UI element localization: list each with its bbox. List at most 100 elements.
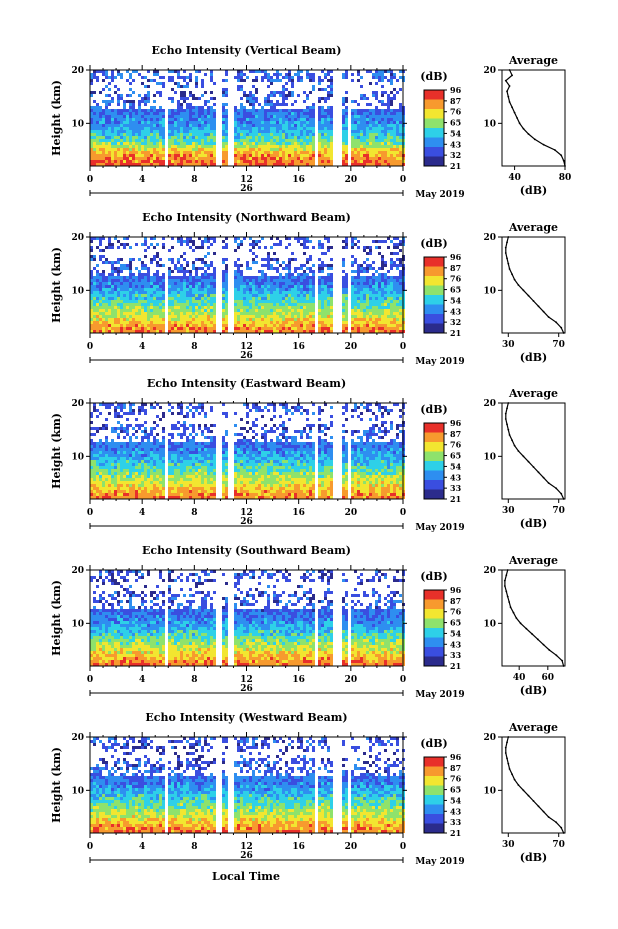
- colorbar-swatch: [424, 480, 444, 490]
- profile-y-tick-label: 10: [483, 786, 496, 796]
- average-profile: Average 20 10 40 60(dB): [483, 554, 566, 697]
- x-tick-label: 8: [191, 675, 197, 685]
- profile-xlabel: (dB): [520, 517, 547, 530]
- profile-point: [517, 784, 520, 786]
- colorbar-swatch: [424, 470, 444, 480]
- profile-point: [555, 487, 558, 490]
- colorbar-level: 76: [450, 107, 462, 117]
- colorbar-swatch: [424, 451, 444, 461]
- x-tick-label: 20: [345, 508, 358, 518]
- colorbar-swatch: [424, 637, 444, 647]
- x-tick-label: 4: [139, 675, 145, 685]
- colorbar-unit: (dB): [420, 70, 447, 83]
- x-tick-label: 12: [240, 508, 253, 518]
- profile-point: [536, 638, 539, 641]
- profile-point: [509, 606, 512, 609]
- profile-point: [507, 428, 510, 431]
- y-tick-label: 10: [71, 786, 84, 796]
- colorbar-swatch: [424, 156, 444, 166]
- profile-point: [547, 482, 550, 484]
- profile-point: [533, 138, 536, 141]
- x-tick-label: 12: [240, 842, 253, 852]
- profile-point: [506, 741, 508, 744]
- profile-x-tick-label: 30: [502, 840, 515, 850]
- x-tick-label: 8: [191, 508, 197, 518]
- colorbar-level: 65: [450, 118, 461, 128]
- y-tick-label: 20: [71, 733, 84, 743]
- heatmap: [90, 403, 405, 499]
- colorbar-swatch: [424, 295, 444, 305]
- x-tick-label: 0: [400, 175, 406, 185]
- average-profile: Average 20 10 40 80 (dB): [483, 54, 571, 197]
- colorbar-unit: (dB): [420, 403, 447, 416]
- profile-frame: [501, 569, 566, 667]
- profile-xlabel: (dB): [520, 351, 547, 364]
- month-label: May 2019: [415, 857, 464, 867]
- profile-point: [506, 407, 508, 410]
- profile-y-tick-label: 20: [483, 733, 496, 743]
- profile-point: [511, 273, 513, 276]
- colorbar-level: 87: [450, 763, 461, 773]
- profile-point: [542, 310, 545, 313]
- colorbar-swatch: [424, 128, 444, 138]
- profile-point: [560, 492, 563, 495]
- profile-point: [531, 633, 533, 635]
- x-tick-label: 0: [400, 842, 406, 852]
- x-tick-label: 16: [292, 342, 305, 352]
- average-profile: Average 20 10 30 70 (dB): [483, 387, 566, 530]
- profile-point: [504, 418, 507, 420]
- colorbar-level: 87: [450, 96, 461, 106]
- x-tick-label: 4: [139, 508, 145, 518]
- day-label: 26: [240, 851, 253, 861]
- profile-point: [555, 654, 558, 657]
- x-tick-label: 20: [345, 675, 358, 685]
- colorbar-swatch: [424, 656, 444, 666]
- profile-point: [505, 574, 508, 577]
- x-tick-label: 8: [191, 342, 197, 352]
- profile-point: [517, 284, 520, 286]
- profile-point: [542, 643, 545, 646]
- colorbar-level: 96: [450, 85, 462, 95]
- x-tick-label: 0: [87, 508, 93, 518]
- colorbar-level: 87: [450, 263, 461, 273]
- x-tick-label: 0: [400, 675, 406, 685]
- colorbar-level: 21: [450, 661, 461, 671]
- colorbar-level: 21: [450, 328, 461, 338]
- y-axis-label: Height (km): [50, 247, 63, 323]
- day-label: 26: [240, 517, 253, 527]
- profile-y-tick-label: 20: [483, 566, 496, 576]
- profile-xlabel: (dB): [520, 851, 547, 864]
- colorbar-level: 32: [450, 317, 461, 327]
- profile-frame: [501, 69, 566, 167]
- colorbar-frame: [423, 256, 445, 334]
- profile-point: [562, 832, 565, 834]
- profile-title: Average: [508, 387, 558, 400]
- panel-5: Echo Intensity (Westward Beam) Height (km…: [50, 711, 566, 867]
- y-axis-label: Height (km): [50, 413, 63, 489]
- colorbar-swatch: [424, 647, 444, 657]
- profile-point: [518, 122, 521, 125]
- colorbar-swatch: [424, 257, 444, 267]
- profile-point: [504, 252, 507, 254]
- profile-point: [562, 159, 565, 162]
- profile-frame: [501, 736, 566, 834]
- colorbar-level: 21: [450, 494, 461, 504]
- profile-xlabel: (dB): [520, 184, 547, 197]
- heatmap: [90, 237, 405, 333]
- panel-title: Echo Intensity (Vertical Beam): [151, 44, 341, 57]
- colorbar-level: 76: [450, 440, 462, 450]
- profile-point: [547, 316, 550, 318]
- colorbar-level: 43: [450, 806, 462, 816]
- x-tick-label: 16: [292, 675, 305, 685]
- month-label: May 2019: [415, 190, 464, 200]
- profile-point: [519, 622, 522, 625]
- colorbar-swatch: [424, 628, 444, 638]
- profile-point: [513, 778, 516, 781]
- profile-point: [542, 476, 545, 479]
- day-label: 26: [240, 351, 253, 361]
- x-tick-label: 16: [292, 508, 305, 518]
- profile-frame: [501, 236, 566, 334]
- profile-point: [562, 665, 565, 667]
- colorbar-swatch: [424, 266, 444, 276]
- colorbar-level: 96: [450, 252, 462, 262]
